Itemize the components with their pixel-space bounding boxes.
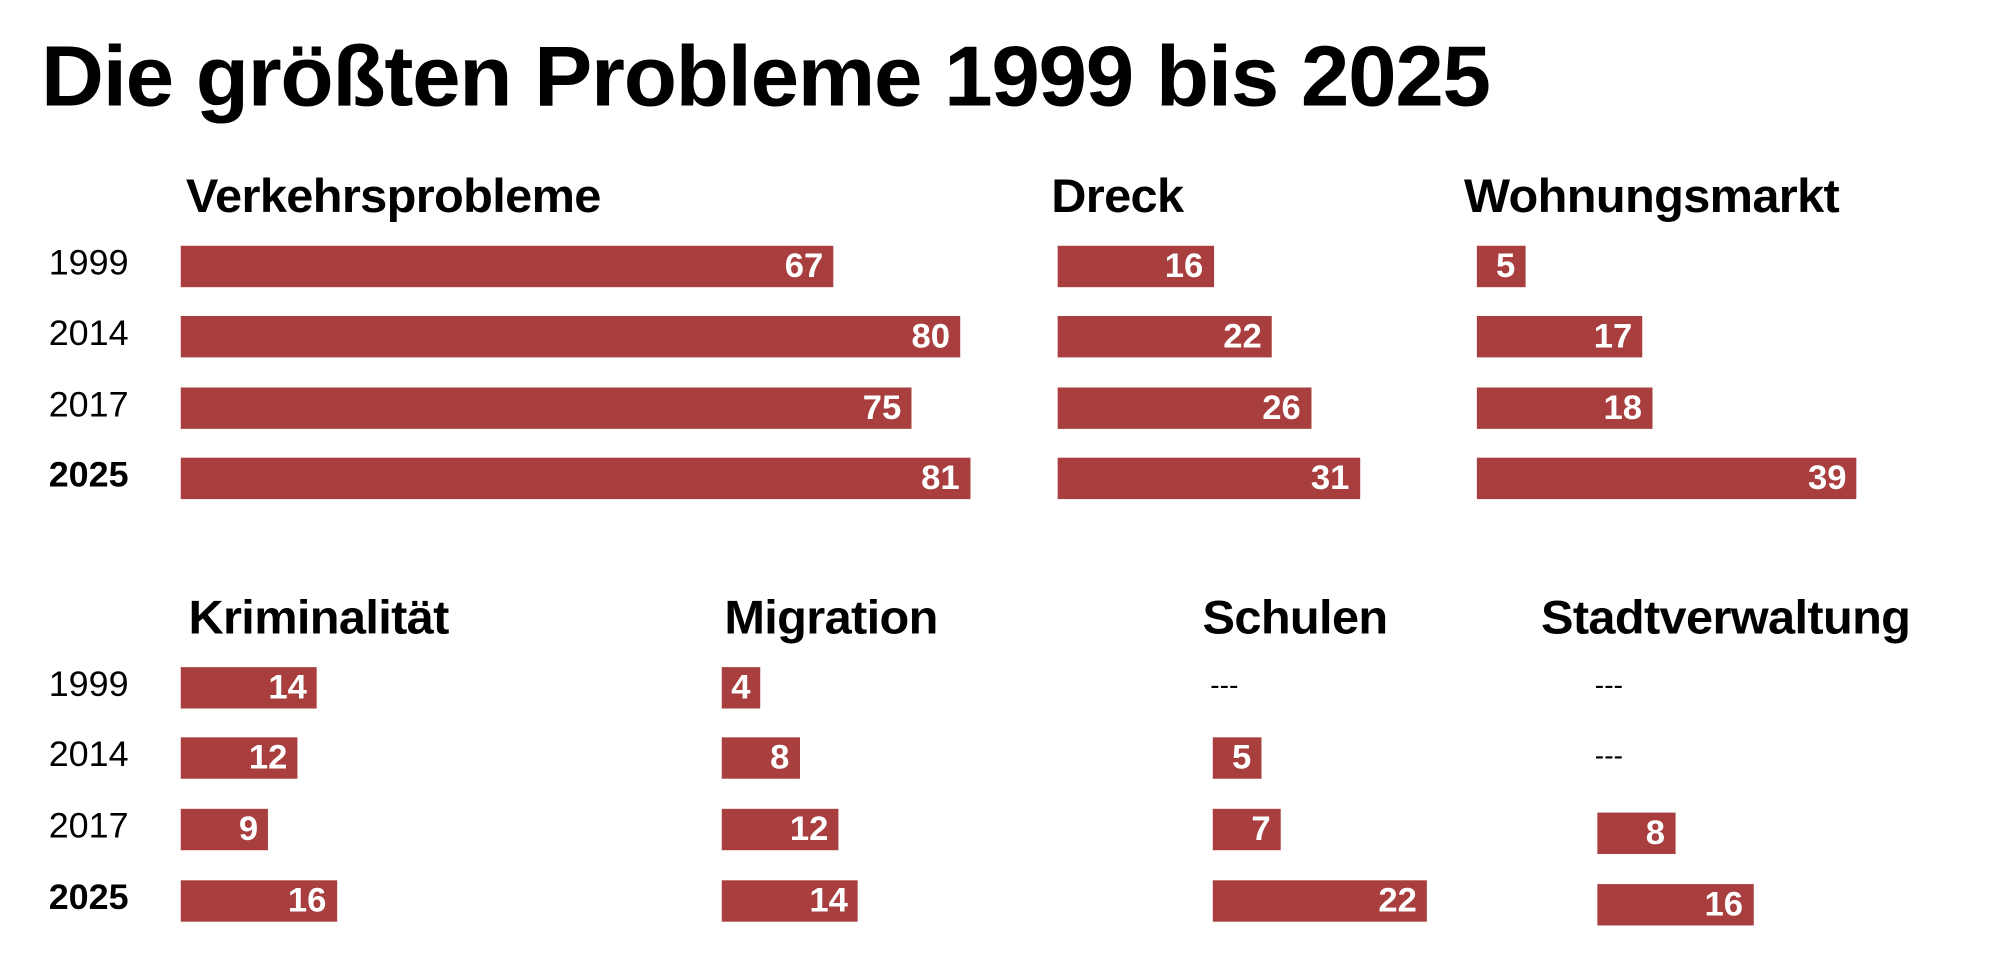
data-label: 81 <box>921 458 960 497</box>
year-label: 2025 <box>48 877 129 917</box>
data-label: 16 <box>287 881 327 920</box>
bar: 16 <box>1057 245 1214 288</box>
data-label: 9 <box>238 810 259 848</box>
data-label: 18 <box>1603 388 1642 427</box>
bar: 14 <box>721 880 859 922</box>
year-label: 2014 <box>48 734 129 774</box>
bar: 9 <box>180 808 269 851</box>
panel-title: Migration <box>724 591 938 645</box>
data-label: 31 <box>1310 458 1350 497</box>
data-label: 8 <box>770 738 790 777</box>
data-label: 22 <box>1378 881 1417 920</box>
bar: 4 <box>721 667 761 709</box>
bar: 12 <box>180 737 298 779</box>
panel-title: Schulen <box>1202 591 1389 645</box>
data-label: 14 <box>809 881 848 920</box>
data-label: 7 <box>1251 810 1271 848</box>
bar: 81 <box>180 457 970 500</box>
bar: 18 <box>1476 387 1653 429</box>
data-label: 75 <box>862 388 902 427</box>
panel-title: Kriminalität <box>188 591 449 645</box>
data-label: 26 <box>1262 388 1301 427</box>
bar: 22 <box>1057 316 1272 358</box>
data-label: 80 <box>911 317 950 355</box>
bar: 5 <box>1212 737 1262 779</box>
data-label: 16 <box>1164 247 1204 285</box>
bar: 67 <box>180 245 834 288</box>
panel-title: Dreck <box>1051 170 1184 224</box>
bar: 31 <box>1057 457 1360 500</box>
year-label: 1999 <box>48 243 129 283</box>
data-label: 17 <box>1593 317 1633 355</box>
bar: 8 <box>1597 812 1676 854</box>
year-label: 2017 <box>48 384 129 424</box>
data-label: 4 <box>731 668 751 707</box>
data-label: 5 <box>1496 247 1516 285</box>
bar: 12 <box>721 808 839 851</box>
missing-value: --- <box>1210 669 1239 701</box>
bar: 8 <box>721 737 800 779</box>
year-label: 2014 <box>48 313 129 353</box>
missing-value: --- <box>1594 669 1623 701</box>
data-label: 12 <box>248 738 288 777</box>
year-label: 2025 <box>48 455 129 495</box>
panel-title: Stadtverwaltung <box>1540 591 1911 645</box>
year-label: 1999 <box>48 664 129 704</box>
data-label: 8 <box>1645 813 1666 852</box>
data-label: 5 <box>1231 738 1252 777</box>
bar: 17 <box>1476 316 1643 358</box>
bar: 16 <box>1597 884 1754 926</box>
data-label: 39 <box>1808 458 1847 497</box>
missing-value: --- <box>1594 739 1623 772</box>
bar: 14 <box>180 667 318 709</box>
bar: 39 <box>1476 457 1857 500</box>
data-label: 22 <box>1223 317 1262 355</box>
bar: 5 <box>1476 245 1526 288</box>
bar: 26 <box>1057 387 1311 429</box>
data-label: 12 <box>789 810 829 848</box>
bar: 80 <box>180 316 961 358</box>
year-label: 2017 <box>48 806 129 846</box>
data-label: 14 <box>268 668 307 707</box>
data-label: 16 <box>1704 885 1743 923</box>
panel-title: Verkehrsprobleme <box>185 170 602 224</box>
data-label: 67 <box>784 247 824 285</box>
bar: 7 <box>1212 808 1281 851</box>
chart-title: Die größten Probleme 1999 bis 2025 <box>41 28 1491 125</box>
bar: 16 <box>180 880 337 922</box>
bar: 75 <box>180 387 912 429</box>
bar: 22 <box>1212 880 1428 922</box>
panel-title: Wohnungsmarkt <box>1464 170 1840 224</box>
